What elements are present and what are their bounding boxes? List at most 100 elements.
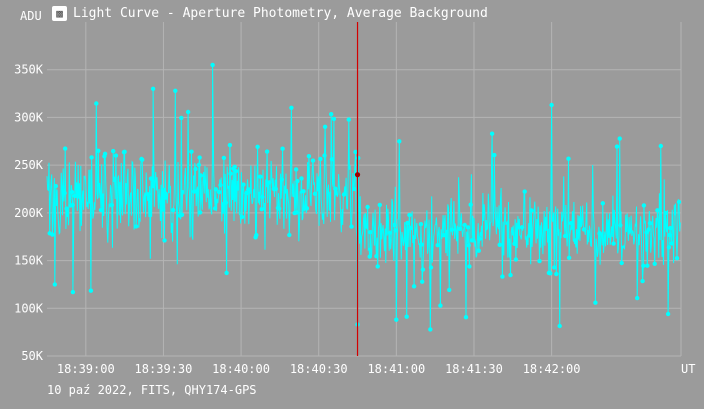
data-point bbox=[64, 206, 69, 211]
data-point bbox=[331, 116, 337, 122]
data-point bbox=[341, 192, 347, 197]
data-point bbox=[150, 183, 156, 189]
chart-app-icon[interactable]: ▩ bbox=[52, 5, 67, 21]
data-point bbox=[393, 228, 399, 233]
data-point bbox=[663, 210, 668, 216]
data-point bbox=[232, 164, 237, 169]
data-point bbox=[72, 193, 77, 198]
data-point bbox=[179, 115, 184, 121]
data-point bbox=[52, 282, 57, 287]
data-point bbox=[667, 232, 672, 238]
data-point bbox=[88, 288, 94, 293]
title-bar: ▩ Light Curve - Aperture Photometry, Ave… bbox=[52, 4, 488, 22]
data-point bbox=[264, 149, 270, 154]
data-point bbox=[333, 186, 338, 191]
data-point bbox=[394, 317, 399, 322]
data-point bbox=[635, 295, 640, 301]
data-point bbox=[192, 189, 197, 194]
data-point bbox=[405, 220, 410, 226]
data-point bbox=[301, 189, 306, 194]
data-point bbox=[573, 238, 578, 243]
data-point bbox=[418, 222, 424, 227]
data-point bbox=[140, 157, 145, 162]
data-point bbox=[557, 323, 562, 329]
y-tick-label: 100K bbox=[14, 301, 44, 315]
data-point bbox=[260, 194, 265, 200]
data-point bbox=[280, 146, 285, 151]
data-point bbox=[513, 257, 519, 262]
data-point bbox=[162, 238, 167, 243]
data-point bbox=[346, 117, 351, 122]
data-point bbox=[102, 151, 108, 156]
y-tick-label: 200K bbox=[14, 206, 44, 220]
data-point bbox=[492, 152, 497, 158]
data-point bbox=[447, 287, 452, 293]
cursor-marker bbox=[354, 172, 361, 178]
window-title: Light Curve - Aperture Photometry, Avera… bbox=[73, 5, 488, 21]
data-point bbox=[408, 225, 413, 231]
data-point bbox=[198, 210, 203, 215]
data-point bbox=[356, 155, 361, 161]
data-point bbox=[527, 233, 532, 238]
data-point bbox=[318, 156, 323, 162]
data-point bbox=[512, 241, 517, 246]
data-point bbox=[457, 226, 463, 231]
y-tick-label: 150K bbox=[14, 254, 44, 268]
data-point bbox=[228, 171, 233, 176]
data-point bbox=[62, 146, 68, 151]
data-point bbox=[554, 271, 559, 277]
data-point bbox=[676, 199, 682, 205]
data-point bbox=[617, 136, 622, 141]
data-point bbox=[566, 255, 572, 260]
data-point bbox=[500, 274, 505, 279]
data-point bbox=[196, 162, 202, 168]
data-point bbox=[593, 300, 598, 305]
data-point bbox=[246, 187, 251, 192]
data-point bbox=[258, 174, 263, 179]
data-point bbox=[273, 186, 278, 192]
data-point bbox=[212, 206, 218, 211]
data-point bbox=[652, 261, 657, 266]
data-point bbox=[674, 256, 680, 261]
data-point bbox=[148, 176, 154, 181]
data-point bbox=[658, 143, 663, 149]
data-point bbox=[581, 227, 587, 232]
data-point bbox=[189, 149, 194, 154]
time-cursor[interactable] bbox=[354, 22, 361, 356]
y-tick-label: 50K bbox=[21, 349, 43, 363]
data-point bbox=[179, 212, 185, 217]
data-point bbox=[210, 62, 215, 68]
data-point bbox=[259, 207, 264, 212]
data-point bbox=[647, 221, 653, 226]
data-point bbox=[665, 311, 671, 317]
data-point bbox=[98, 207, 104, 213]
series-line bbox=[46, 64, 681, 330]
footer-info: 10 paź 2022, FITS, QHY174-GPS bbox=[47, 383, 257, 397]
data-point bbox=[122, 149, 127, 154]
data-point bbox=[279, 177, 285, 182]
data-point bbox=[428, 327, 433, 332]
data-point bbox=[312, 191, 318, 196]
data-point bbox=[614, 144, 620, 149]
data-point bbox=[497, 242, 502, 247]
data-point bbox=[306, 154, 312, 159]
y-axis-label: ADU bbox=[20, 9, 42, 23]
data-point bbox=[666, 245, 672, 250]
data-point bbox=[641, 263, 646, 268]
y-tick-label: 250K bbox=[14, 158, 44, 172]
data-point bbox=[618, 223, 623, 228]
x-tick-label: 18:41:30 bbox=[445, 362, 503, 376]
data-series bbox=[46, 62, 682, 332]
data-point bbox=[224, 270, 229, 276]
data-point bbox=[466, 243, 471, 248]
data-point bbox=[476, 248, 481, 253]
grid-lines bbox=[47, 22, 682, 357]
data-point bbox=[468, 202, 473, 207]
x-tick-label: 18:40:00 bbox=[212, 362, 270, 376]
data-point bbox=[277, 206, 282, 211]
data-point bbox=[619, 260, 624, 266]
data-point bbox=[213, 187, 218, 192]
data-point bbox=[562, 233, 568, 239]
data-point bbox=[495, 222, 500, 227]
